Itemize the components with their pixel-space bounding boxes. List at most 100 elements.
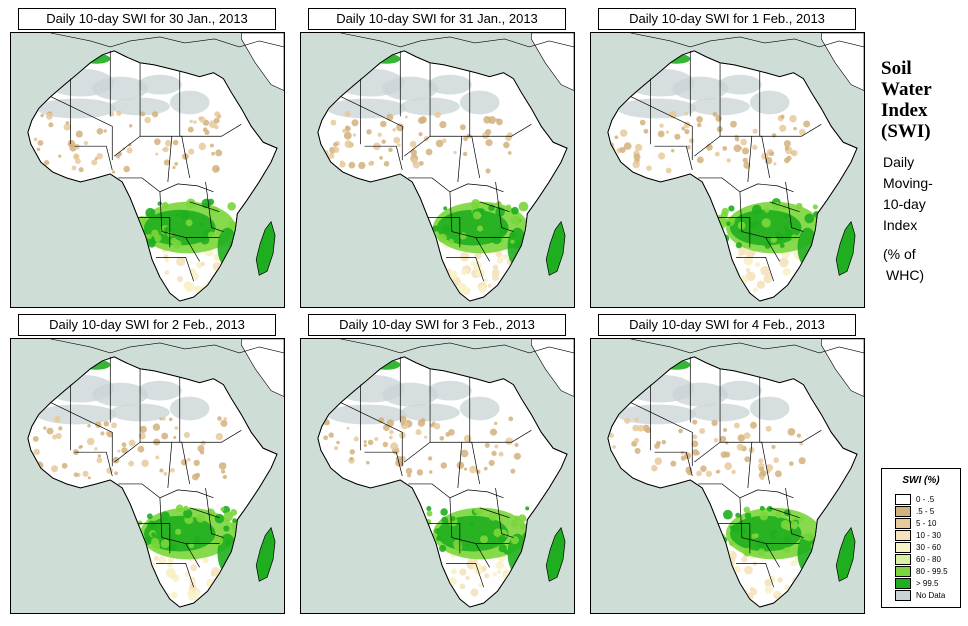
dry-patch [128,439,136,447]
wet-patch [506,204,512,210]
dry-patch [139,425,147,433]
dry-patch [388,435,393,440]
light-patch [495,561,505,570]
dry-patch [215,432,224,441]
wet-patch [161,201,169,209]
dry-patch [377,132,382,137]
no-data-area [428,380,472,401]
dry-patch [193,459,200,467]
mediterranean-coast [630,339,864,354]
country-border [50,402,113,467]
dry-patch [737,434,746,442]
country-border [140,135,191,179]
dry-patch [681,126,686,131]
dry-patch [506,132,513,138]
dry-patch [700,465,707,472]
caption-desc-line: Index [883,217,918,233]
wet-patch [775,232,784,241]
dry-patch [439,435,445,441]
dry-patch [637,424,645,432]
wet-patch [443,206,448,211]
dry-patch [773,162,777,166]
country-border [340,96,403,161]
country-border [159,191,200,262]
light-patch [460,252,470,262]
wet-patch [518,514,527,523]
map-panel-2: Daily 10-day SWI for 31 Jan., 2013 [300,8,578,308]
map-panel-4: Daily 10-day SWI for 2 Feb., 2013 [10,314,288,614]
country-border [495,487,514,538]
dry-patch [730,120,737,128]
dry-patch [742,157,748,163]
wet-patch [175,213,180,218]
dry-patch [388,147,393,153]
dry-patch [752,128,758,134]
dry-patch [752,144,758,150]
dry-patch [774,470,782,478]
dry-patch [381,139,386,144]
dry-patch [61,462,68,469]
dry-patch [633,153,641,161]
wet-patch [764,242,771,249]
dry-patch [215,149,223,157]
wet-patch [151,229,159,238]
dry-patch [723,427,728,432]
dry-patch [33,448,40,456]
wet-patch [783,547,791,554]
dry-patch [460,449,469,458]
wet-patch [510,519,519,528]
dry-patch [773,457,780,464]
dry-patch [217,416,222,421]
dry-patch [771,133,777,138]
light-patch [210,567,221,577]
dry-patch [78,445,82,449]
dry-patch [425,148,433,156]
dry-patch [123,165,130,173]
dry-patch [174,161,179,166]
light-patch [163,254,169,260]
map-frame [590,32,865,308]
dry-patch [780,114,785,119]
dry-patch [705,143,713,151]
wet-patch [729,525,735,530]
arabia-land [241,339,284,397]
dry-patch [87,424,91,428]
wet-patch [137,520,143,526]
country-border [759,124,822,137]
wet-patch [207,231,215,239]
wet-patch [761,218,771,228]
wet-patch [723,509,733,520]
country-border [739,191,780,262]
arabia-land [531,33,574,91]
dry-patch [495,118,500,122]
light-patch [194,285,202,293]
map-frame [300,32,575,308]
dry-patch [58,426,63,431]
no-data-area [138,74,182,95]
dry-patch [111,422,117,429]
dry-patch [351,119,359,127]
wet-patch [183,505,189,511]
wet-patch [744,512,752,519]
country-border [167,442,173,488]
dry-patch [220,419,228,427]
light-patch [456,282,467,292]
dry-patch [715,470,720,474]
dry-patch [711,419,718,427]
legend-swatch [895,506,911,517]
country-border [720,135,771,179]
country-border [179,430,242,443]
wet-patch [180,210,190,220]
wet-patch [797,516,803,523]
dry-patch [380,120,387,128]
light-patch [492,572,498,577]
dry-patch [654,457,663,465]
dry-patch [114,471,119,476]
dry-patch [407,473,412,478]
dry-patch [65,121,70,125]
dry-patch [128,460,135,467]
caption-description: Daily Moving- 10-day Index [883,152,966,236]
wet-patch [227,220,237,230]
dry-patch [483,466,488,471]
wet-patch [784,229,793,238]
